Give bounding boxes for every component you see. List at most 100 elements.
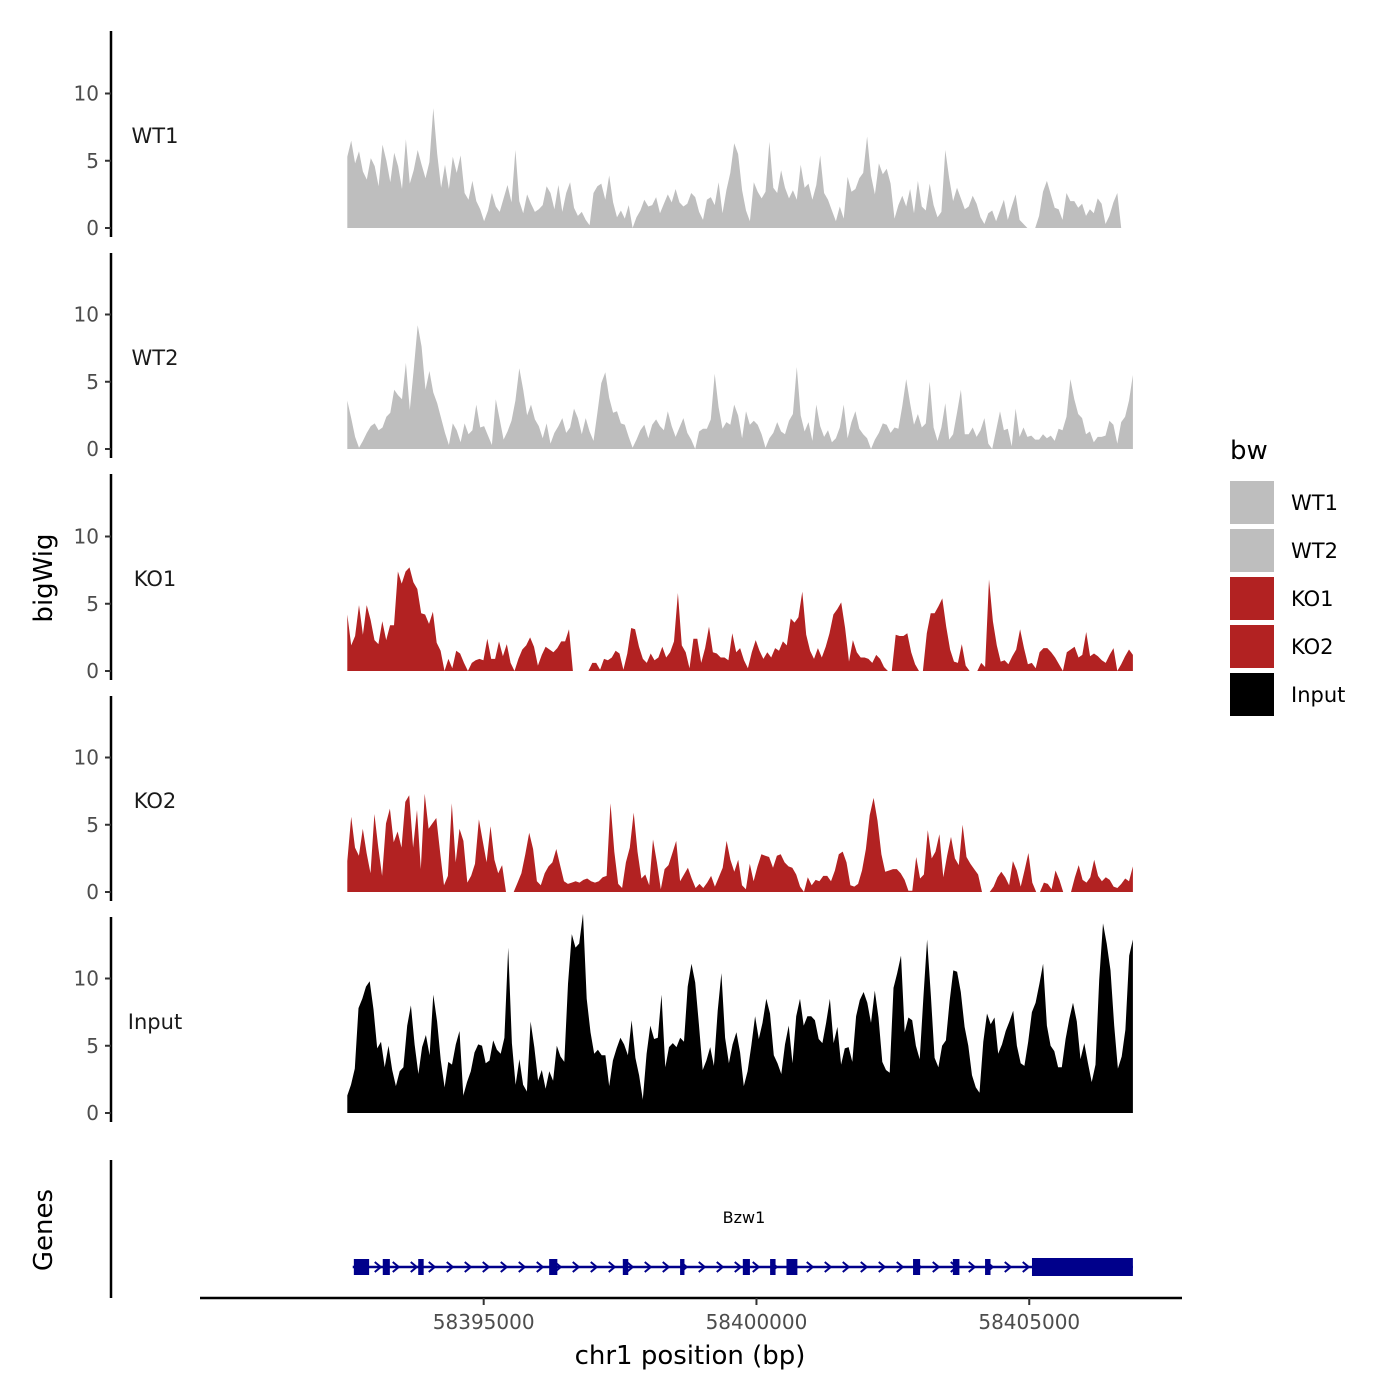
legend-label: WT2 (1291, 539, 1338, 563)
gene-exon (952, 1259, 960, 1275)
strand-arrow (374, 1261, 383, 1273)
legend-swatch (1230, 673, 1274, 716)
signal-area-ko1 (347, 567, 1133, 671)
gene-exon (742, 1259, 750, 1275)
strand-arrow (464, 1261, 473, 1273)
strand-arrow (608, 1261, 617, 1273)
y-tick-label: 5 (86, 813, 99, 837)
legend: bw WT1 WT2 KO1 KO2 Input (1230, 436, 1345, 716)
y-tick-label: 0 (86, 659, 99, 683)
x-axis-title: chr1 position (bp) (575, 1341, 806, 1371)
strand-arrow (536, 1261, 545, 1273)
strand-arrow (698, 1261, 707, 1273)
gene-exon (353, 1259, 370, 1275)
gene-exon (418, 1259, 424, 1275)
legend-label: KO2 (1291, 635, 1334, 659)
legend-item-ko2: KO2 (1230, 625, 1334, 668)
y-tick-label: 10 (74, 746, 99, 770)
signal-area-wt1 (347, 108, 1133, 228)
strand-arrow (752, 1261, 761, 1273)
legend-label: KO1 (1291, 587, 1334, 611)
strand-arrow (734, 1261, 743, 1273)
strand-arrow (878, 1261, 887, 1273)
gene-exon (985, 1259, 991, 1275)
x-tick-label: 58405000 (978, 1310, 1080, 1334)
strand-arrow (860, 1261, 869, 1273)
gene-exon (622, 1259, 629, 1275)
strand-arrow (392, 1261, 401, 1273)
strand-arrow (806, 1261, 815, 1273)
y-tick-label: 10 (74, 967, 99, 991)
strand-arrow (482, 1261, 491, 1273)
legend-swatch (1230, 577, 1274, 620)
legend-item-wt2: WT2 (1230, 529, 1338, 572)
signal-area-input (347, 913, 1133, 1113)
legend-item-input: Input (1230, 673, 1345, 716)
legend-swatch (1230, 481, 1274, 524)
y-tick-label: 10 (74, 525, 99, 549)
strand-arrow (1022, 1261, 1031, 1273)
y-axis-title: bigWig (29, 533, 59, 622)
gene-exon (1031, 1258, 1133, 1276)
track-label-ko1: KO1 (134, 567, 177, 591)
track-input: 0 5 10 Input (74, 913, 1133, 1125)
strand-arrow (410, 1261, 419, 1273)
gene-exon (786, 1259, 798, 1275)
strand-arrow (716, 1261, 725, 1273)
legend-item-wt1: WT1 (1230, 481, 1338, 524)
strand-arrow (842, 1261, 851, 1273)
y-tick-label: 0 (86, 437, 99, 461)
genes-axis-title: Genes (29, 1189, 59, 1271)
strand-arrow (662, 1261, 671, 1273)
gene-exon (913, 1259, 921, 1275)
strand-arrow (932, 1261, 941, 1273)
strand-arrow (590, 1261, 599, 1273)
signal-area-wt2 (347, 325, 1133, 449)
x-tick-label: 58400000 (706, 1310, 808, 1334)
y-tick-label: 0 (86, 1101, 99, 1125)
x-axis: 58395000 58400000 58405000 (200, 1296, 1182, 1334)
y-tick-label: 10 (74, 303, 99, 327)
signal-tracks: 0 5 10 WT1 0 5 10 WT2 0 5 10 KO1 0 5 10 KO2 0 5 10 Input (74, 31, 1133, 1125)
track-wt2: 0 5 10 WT2 (74, 253, 1133, 461)
y-tick-label: 10 (74, 82, 99, 106)
legend-title: bw (1230, 436, 1268, 466)
strand-arrow (500, 1261, 509, 1273)
strand-arrow (1004, 1261, 1013, 1273)
gene-name-label: Bzw1 (723, 1208, 766, 1227)
y-tick-label: 5 (86, 592, 99, 616)
track-wt1: 0 5 10 WT1 (74, 31, 1133, 240)
legend-item-ko1: KO1 (1230, 577, 1334, 620)
strand-arrow (626, 1261, 635, 1273)
y-tick-label: 5 (86, 149, 99, 173)
track-label-input: Input (128, 1010, 182, 1034)
strand-arrow (968, 1261, 977, 1273)
strand-arrow (428, 1261, 437, 1273)
signal-area-ko2 (347, 793, 1133, 892)
gene-exon (680, 1259, 685, 1275)
gene-exon (549, 1259, 558, 1275)
track-ko1: 0 5 10 KO1 (74, 474, 1133, 683)
strand-arrow (644, 1261, 653, 1273)
legend-swatch (1230, 625, 1274, 668)
strand-arrow (518, 1261, 527, 1273)
strand-arrow (572, 1261, 581, 1273)
strand-arrow (896, 1261, 905, 1273)
legend-label: Input (1291, 683, 1345, 707)
y-tick-label: 0 (86, 216, 99, 240)
track-label-ko2: KO2 (134, 789, 177, 813)
x-tick-label: 58395000 (433, 1310, 535, 1334)
y-tick-label: 0 (86, 880, 99, 904)
gene-exon (382, 1259, 390, 1275)
track-label-wt1: WT1 (132, 124, 179, 148)
y-tick-label: 5 (86, 370, 99, 394)
legend-swatch (1230, 529, 1274, 572)
gene-track: Bzw1 (109, 1160, 1133, 1298)
strand-arrow (824, 1261, 833, 1273)
strand-arrow (446, 1261, 455, 1273)
track-ko2: 0 5 10 KO2 (74, 696, 1133, 904)
track-label-wt2: WT2 (132, 346, 179, 370)
gene-exon (770, 1259, 776, 1275)
y-tick-label: 5 (86, 1034, 99, 1058)
